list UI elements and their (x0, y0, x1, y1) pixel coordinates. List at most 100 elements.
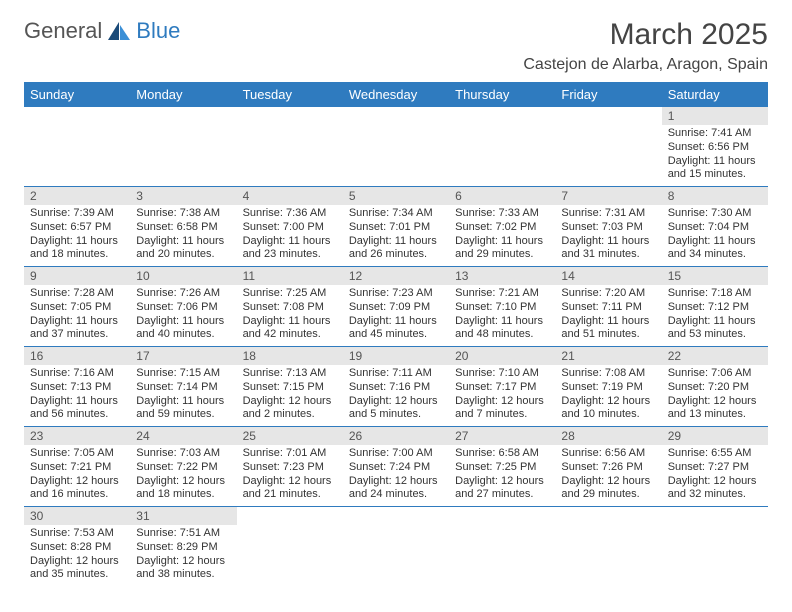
sunrise-text: Sunrise: 7:16 AM (30, 367, 124, 381)
day-number: 22 (662, 347, 768, 365)
daylight-text: Daylight: 11 hours and 40 minutes. (136, 315, 230, 343)
sunrise-text: Sunrise: 6:55 AM (668, 447, 762, 461)
calendar-cell: 2Sunrise: 7:39 AMSunset: 6:57 PMDaylight… (24, 187, 130, 267)
weekday-header: Friday (555, 82, 661, 107)
sunrise-text: Sunrise: 7:20 AM (561, 287, 655, 301)
calendar-cell (449, 507, 555, 587)
calendar-cell: 23Sunrise: 7:05 AMSunset: 7:21 PMDayligh… (24, 427, 130, 507)
calendar-cell: 16Sunrise: 7:16 AMSunset: 7:13 PMDayligh… (24, 347, 130, 427)
calendar-cell: 9Sunrise: 7:28 AMSunset: 7:05 PMDaylight… (24, 267, 130, 347)
sunrise-text: Sunrise: 7:36 AM (243, 207, 337, 221)
day-body: Sunrise: 7:01 AMSunset: 7:23 PMDaylight:… (237, 445, 343, 506)
day-body: Sunrise: 7:21 AMSunset: 7:10 PMDaylight:… (449, 285, 555, 346)
day-number: 30 (24, 507, 130, 525)
day-number: 4 (237, 187, 343, 205)
day-number: 2 (24, 187, 130, 205)
daylight-text: Daylight: 12 hours and 29 minutes. (561, 475, 655, 503)
day-number: 28 (555, 427, 661, 445)
sunset-text: Sunset: 7:26 PM (561, 461, 655, 475)
daylight-text: Daylight: 11 hours and 15 minutes. (668, 155, 762, 183)
daylight-text: Daylight: 12 hours and 16 minutes. (30, 475, 124, 503)
sunset-text: Sunset: 7:21 PM (30, 461, 124, 475)
sunrise-text: Sunrise: 7:00 AM (349, 447, 443, 461)
daylight-text: Daylight: 11 hours and 29 minutes. (455, 235, 549, 263)
sunset-text: Sunset: 7:25 PM (455, 461, 549, 475)
sunrise-text: Sunrise: 7:11 AM (349, 367, 443, 381)
sunset-text: Sunset: 8:28 PM (30, 541, 124, 555)
sunset-text: Sunset: 7:15 PM (243, 381, 337, 395)
calendar-cell: 8Sunrise: 7:30 AMSunset: 7:04 PMDaylight… (662, 187, 768, 267)
day-body: Sunrise: 7:18 AMSunset: 7:12 PMDaylight:… (662, 285, 768, 346)
logo-text-general: General (24, 18, 102, 44)
sunrise-text: Sunrise: 7:25 AM (243, 287, 337, 301)
daylight-text: Daylight: 11 hours and 45 minutes. (349, 315, 443, 343)
calendar-cell: 5 Sunrise: 7:34 AMSunset: 7:01 PMDaylight… (343, 187, 449, 267)
sunset-text: Sunset: 7:04 PM (668, 221, 762, 235)
calendar-cell: 27Sunrise: 6:58 AMSunset: 7:25 PMDayligh… (449, 427, 555, 507)
daylight-text: Daylight: 12 hours and 18 minutes. (136, 475, 230, 503)
daylight-text: Daylight: 12 hours and 21 minutes. (243, 475, 337, 503)
daylight-text: Daylight: 11 hours and 59 minutes. (136, 395, 230, 423)
day-number: 12 (343, 267, 449, 285)
sunrise-text: Sunrise: 7:33 AM (455, 207, 549, 221)
sunset-text: Sunset: 7:11 PM (561, 301, 655, 315)
daylight-text: Daylight: 11 hours and 37 minutes. (30, 315, 124, 343)
calendar-cell (24, 107, 130, 187)
daylight-text: Daylight: 11 hours and 53 minutes. (668, 315, 762, 343)
sunrise-text: Sunrise: 7:08 AM (561, 367, 655, 381)
daylight-text: Daylight: 12 hours and 5 minutes. (349, 395, 443, 423)
day-number: 13 (449, 267, 555, 285)
calendar-cell (343, 107, 449, 187)
calendar-cell: 29Sunrise: 6:55 AMSunset: 7:27 PMDayligh… (662, 427, 768, 507)
calendar-cell: 17Sunrise: 7:15 AMSunset: 7:14 PMDayligh… (130, 347, 236, 427)
sunset-text: Sunset: 7:14 PM (136, 381, 230, 395)
sunrise-text: Sunrise: 7:10 AM (455, 367, 549, 381)
calendar-cell: 6Sunrise: 7:33 AMSunset: 7:02 PMDaylight… (449, 187, 555, 267)
sunrise-text: Sunrise: 7:05 AM (30, 447, 124, 461)
day-number: 19 (343, 347, 449, 365)
sunset-text: Sunset: 7:09 PM (349, 301, 443, 315)
day-body: Sunrise: 6:55 AMSunset: 7:27 PMDaylight:… (662, 445, 768, 506)
logo-text-blue: Blue (136, 18, 180, 44)
day-number: 18 (237, 347, 343, 365)
logo: General Blue (24, 18, 180, 44)
calendar-cell: 15Sunrise: 7:18 AMSunset: 7:12 PMDayligh… (662, 267, 768, 347)
day-body: Sunrise: 7:51 AMSunset: 8:29 PMDaylight:… (130, 525, 236, 586)
calendar-cell: 7Sunrise: 7:31 AMSunset: 7:03 PMDaylight… (555, 187, 661, 267)
day-number: 7 (555, 187, 661, 205)
day-body: Sunrise: 7:11 AMSunset: 7:16 PMDaylight:… (343, 365, 449, 426)
daylight-text: Daylight: 11 hours and 42 minutes. (243, 315, 337, 343)
daylight-text: Daylight: 12 hours and 2 minutes. (243, 395, 337, 423)
day-body: Sunrise: 7:53 AMSunset: 8:28 PMDaylight:… (24, 525, 130, 586)
day-body: Sunrise: 7:38 AMSunset: 6:58 PMDaylight:… (130, 205, 236, 266)
day-number: 6 (449, 187, 555, 205)
sunrise-text: Sunrise: 7:06 AM (668, 367, 762, 381)
sunset-text: Sunset: 7:22 PM (136, 461, 230, 475)
sunset-text: Sunset: 7:20 PM (668, 381, 762, 395)
sunrise-text: Sunrise: 7:01 AM (243, 447, 337, 461)
sunset-text: Sunset: 7:05 PM (30, 301, 124, 315)
sunrise-text: Sunrise: 7:34 AM (349, 207, 443, 221)
calendar-cell: 3Sunrise: 7:38 AMSunset: 6:58 PMDaylight… (130, 187, 236, 267)
sunset-text: Sunset: 7:01 PM (349, 221, 443, 235)
calendar-cell (555, 107, 661, 187)
day-body: Sunrise: 7:15 AMSunset: 7:14 PMDaylight:… (130, 365, 236, 426)
daylight-text: Daylight: 11 hours and 26 minutes. (349, 235, 443, 263)
calendar-cell: 30Sunrise: 7:53 AMSunset: 8:28 PMDayligh… (24, 507, 130, 587)
daylight-text: Daylight: 11 hours and 18 minutes. (30, 235, 124, 263)
calendar-cell: 14Sunrise: 7:20 AMSunset: 7:11 PMDayligh… (555, 267, 661, 347)
day-number: 5 (343, 187, 449, 205)
title-block: March 2025 Castejon de Alarba, Aragon, S… (523, 18, 768, 74)
calendar-cell: 4Sunrise: 7:36 AMSunset: 7:00 PMDaylight… (237, 187, 343, 267)
day-body: Sunrise: 7:33 AMSunset: 7:02 PMDaylight:… (449, 205, 555, 266)
calendar-week-row: 9Sunrise: 7:28 AMSunset: 7:05 PMDaylight… (24, 267, 768, 347)
day-body: Sunrise: 6:56 AMSunset: 7:26 PMDaylight:… (555, 445, 661, 506)
calendar-week-row: 23Sunrise: 7:05 AMSunset: 7:21 PMDayligh… (24, 427, 768, 507)
sunset-text: Sunset: 7:12 PM (668, 301, 762, 315)
sunrise-text: Sunrise: 7:41 AM (668, 127, 762, 141)
sunset-text: Sunset: 7:27 PM (668, 461, 762, 475)
calendar-cell (237, 507, 343, 587)
day-body: Sunrise: 7:39 AMSunset: 6:57 PMDaylight:… (24, 205, 130, 266)
day-number: 29 (662, 427, 768, 445)
day-number: 1 (662, 107, 768, 125)
